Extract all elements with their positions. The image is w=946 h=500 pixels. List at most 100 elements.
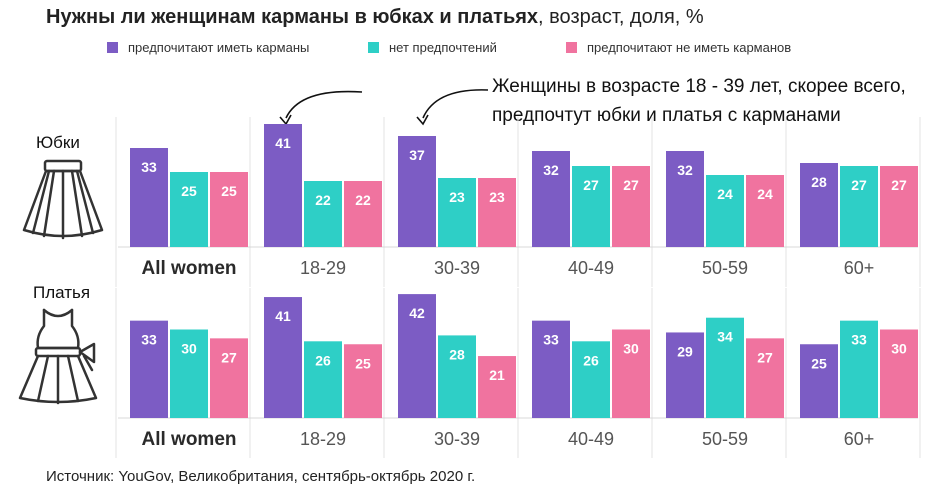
category-label: 18-29 [300,258,346,278]
legend-swatch [368,42,379,53]
bar [840,320,878,418]
bar [264,124,302,247]
legend-label: предпочитают иметь карманы [128,40,310,55]
bar [532,151,570,247]
bar-value-label: 27 [757,349,773,365]
bar [478,356,516,418]
bar-value-label: 32 [677,162,693,178]
category-label: 60+ [844,429,875,449]
bar [706,317,744,418]
annotation-line-2: предпочтут юбки и платья с карманами [492,105,841,126]
category-label: All women [141,429,236,450]
bar [706,175,744,247]
bar-value-label: 25 [811,355,827,371]
bar [800,163,838,247]
category-label: 30-39 [434,258,480,278]
bar-value-label: 28 [449,346,465,362]
chart-title: Нужны ли женщинам карманы в юбках и плат… [46,6,704,29]
legend-item-pockets: предпочитают иметь карманы [107,40,309,55]
bar-value-label: 37 [409,147,425,163]
legend-swatch [107,42,118,53]
annotation-line-1: Женщины в возрасте 18 - 39 лет, скорее в… [492,76,906,97]
bar [344,181,382,247]
bar [572,341,610,418]
legend-item-no-preference: нет предпочтений [368,40,497,55]
bar-value-label: 22 [355,192,371,208]
bar-value-label: 27 [891,177,907,193]
bar [880,166,918,247]
category-label: 60+ [844,258,875,278]
bar [130,320,168,418]
bar [304,181,342,247]
bar-value-label: 29 [677,343,693,359]
annotation-arrow [285,90,363,119]
bar-value-label: 28 [811,174,827,190]
bar [478,178,516,247]
bar [210,338,248,418]
chart-title-rest: , возраст, доля, % [538,6,704,28]
bar [344,344,382,418]
legend-label: предпочитают не иметь карманов [587,40,792,55]
legend-swatch [566,42,577,53]
bar-value-label: 25 [221,183,237,199]
bar [666,151,704,247]
row-label-skirts: Юбки [36,133,80,152]
bar-value-label: 23 [489,189,505,205]
bar-value-label: 42 [409,305,425,321]
bar-value-label: 26 [315,352,331,368]
bar [612,166,650,247]
chart-panel-skirts: 33 25 25 All women 41 22 22 18-29 37 23 23 30-39 32 2… [115,117,921,287]
legend-label: нет предпочтений [389,40,497,55]
bar-value-label: 21 [489,367,505,383]
category-label: All women [141,258,236,279]
bar-value-label: 33 [141,332,157,348]
bar [746,175,784,247]
chart-panel-dresses: 33 30 27 All women 41 26 25 18-29 42 28 21 30-39 33 2… [115,288,921,458]
bar [304,341,342,418]
category-label: 18-29 [300,429,346,449]
bar-value-label: 25 [181,183,197,199]
bar [746,338,784,418]
bar [438,178,476,247]
bar-value-label: 34 [717,329,733,345]
chart-title-bold: Нужны ли женщинам карманы в юбках и плат… [46,6,539,28]
annotation-arrowhead [279,114,292,126]
bar-value-label: 25 [355,355,371,371]
bar-value-label: 26 [583,352,599,368]
annotation-arrow [422,89,489,119]
bar-value-label: 33 [543,332,559,348]
bar [398,136,436,247]
bar [840,166,878,247]
category-label: 30-39 [434,429,480,449]
bar-value-label: 27 [221,349,237,365]
bar [130,148,168,247]
bar-value-label: 30 [891,341,907,357]
skirt-icon [22,159,104,240]
bar-value-label: 30 [623,341,639,357]
bar [532,320,570,418]
bar-value-label: 27 [623,177,639,193]
category-label: 40-49 [568,429,614,449]
dress-icon [18,308,98,405]
bar-value-label: 32 [543,162,559,178]
bar-value-label: 41 [275,308,291,324]
bar [438,335,476,418]
bar-value-label: 33 [141,159,157,175]
bar-value-label: 24 [757,186,773,202]
bar-value-label: 23 [449,189,465,205]
bar [170,172,208,247]
bar [398,294,436,418]
bar [572,166,610,247]
bar [612,329,650,418]
bar-value-label: 27 [583,177,599,193]
bar-value-label: 24 [717,186,733,202]
annotation-arrowhead [416,114,429,126]
bar [880,329,918,418]
bar [264,297,302,418]
source-note: Источник: YouGov, Великобритания, сентяб… [46,468,476,485]
bar-value-label: 22 [315,192,331,208]
bar-value-label: 30 [181,341,197,357]
bar [170,329,208,418]
annotation: Женщины в возрасте 18 - 39 лет, скорее в… [492,72,906,130]
